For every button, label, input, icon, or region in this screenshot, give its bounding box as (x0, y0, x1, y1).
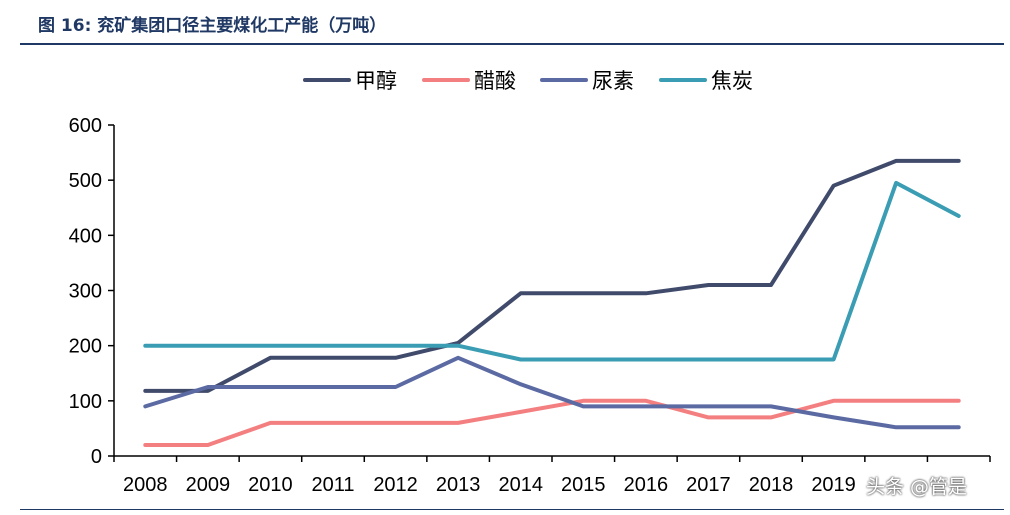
x-tick-label: 2016 (624, 474, 669, 496)
top-rule (20, 43, 1004, 45)
series-lines (143, 158, 961, 447)
x-tick-label: 2017 (686, 474, 731, 496)
series-line-2 (143, 355, 961, 430)
legend-label-3: 焦炭 (711, 69, 753, 93)
y-tick-label: 300 (69, 281, 102, 303)
series-line-3 (143, 180, 961, 362)
y-tick-label: 0 (91, 446, 102, 468)
series-line-0 (143, 158, 961, 393)
x-tick-label: 2015 (561, 474, 606, 496)
x-tick-label: 2008 (123, 474, 168, 496)
legend-label-2: 尿素 (592, 69, 634, 93)
y-tick-label: 500 (69, 170, 102, 192)
y-tick-label: 400 (69, 225, 102, 247)
figure-title: 图 16: 兖矿集团口径主要煤化工产能（万吨） (38, 16, 387, 36)
y-tick-label: 600 (69, 115, 102, 137)
x-tick-label: 2011 (311, 474, 354, 496)
x-tick-label: 2019 (811, 474, 856, 496)
y-tick-label: 200 (69, 336, 102, 358)
x-tick-label: 2018 (749, 474, 794, 496)
legend: 甲醇 醋酸 尿素 焦炭 (303, 69, 753, 93)
axes: 0 100 200 300 400 500 600 2008 2009 2010 2011 2012 2… (69, 115, 991, 496)
x-tick-label: 2009 (186, 474, 231, 496)
x-tick-label: 2010 (248, 474, 293, 496)
x-tick-label: 2013 (436, 474, 481, 496)
legend-label-0: 甲醇 (355, 69, 397, 93)
x-tick-label: 2012 (373, 474, 418, 496)
legend-label-1: 醋酸 (474, 69, 516, 93)
series-line-1 (143, 398, 961, 447)
y-tick-label: 100 (69, 391, 102, 413)
watermark: 头条 @管是 (866, 476, 968, 498)
bottom-rule (20, 509, 1004, 510)
x-tick-label: 2014 (498, 474, 543, 496)
